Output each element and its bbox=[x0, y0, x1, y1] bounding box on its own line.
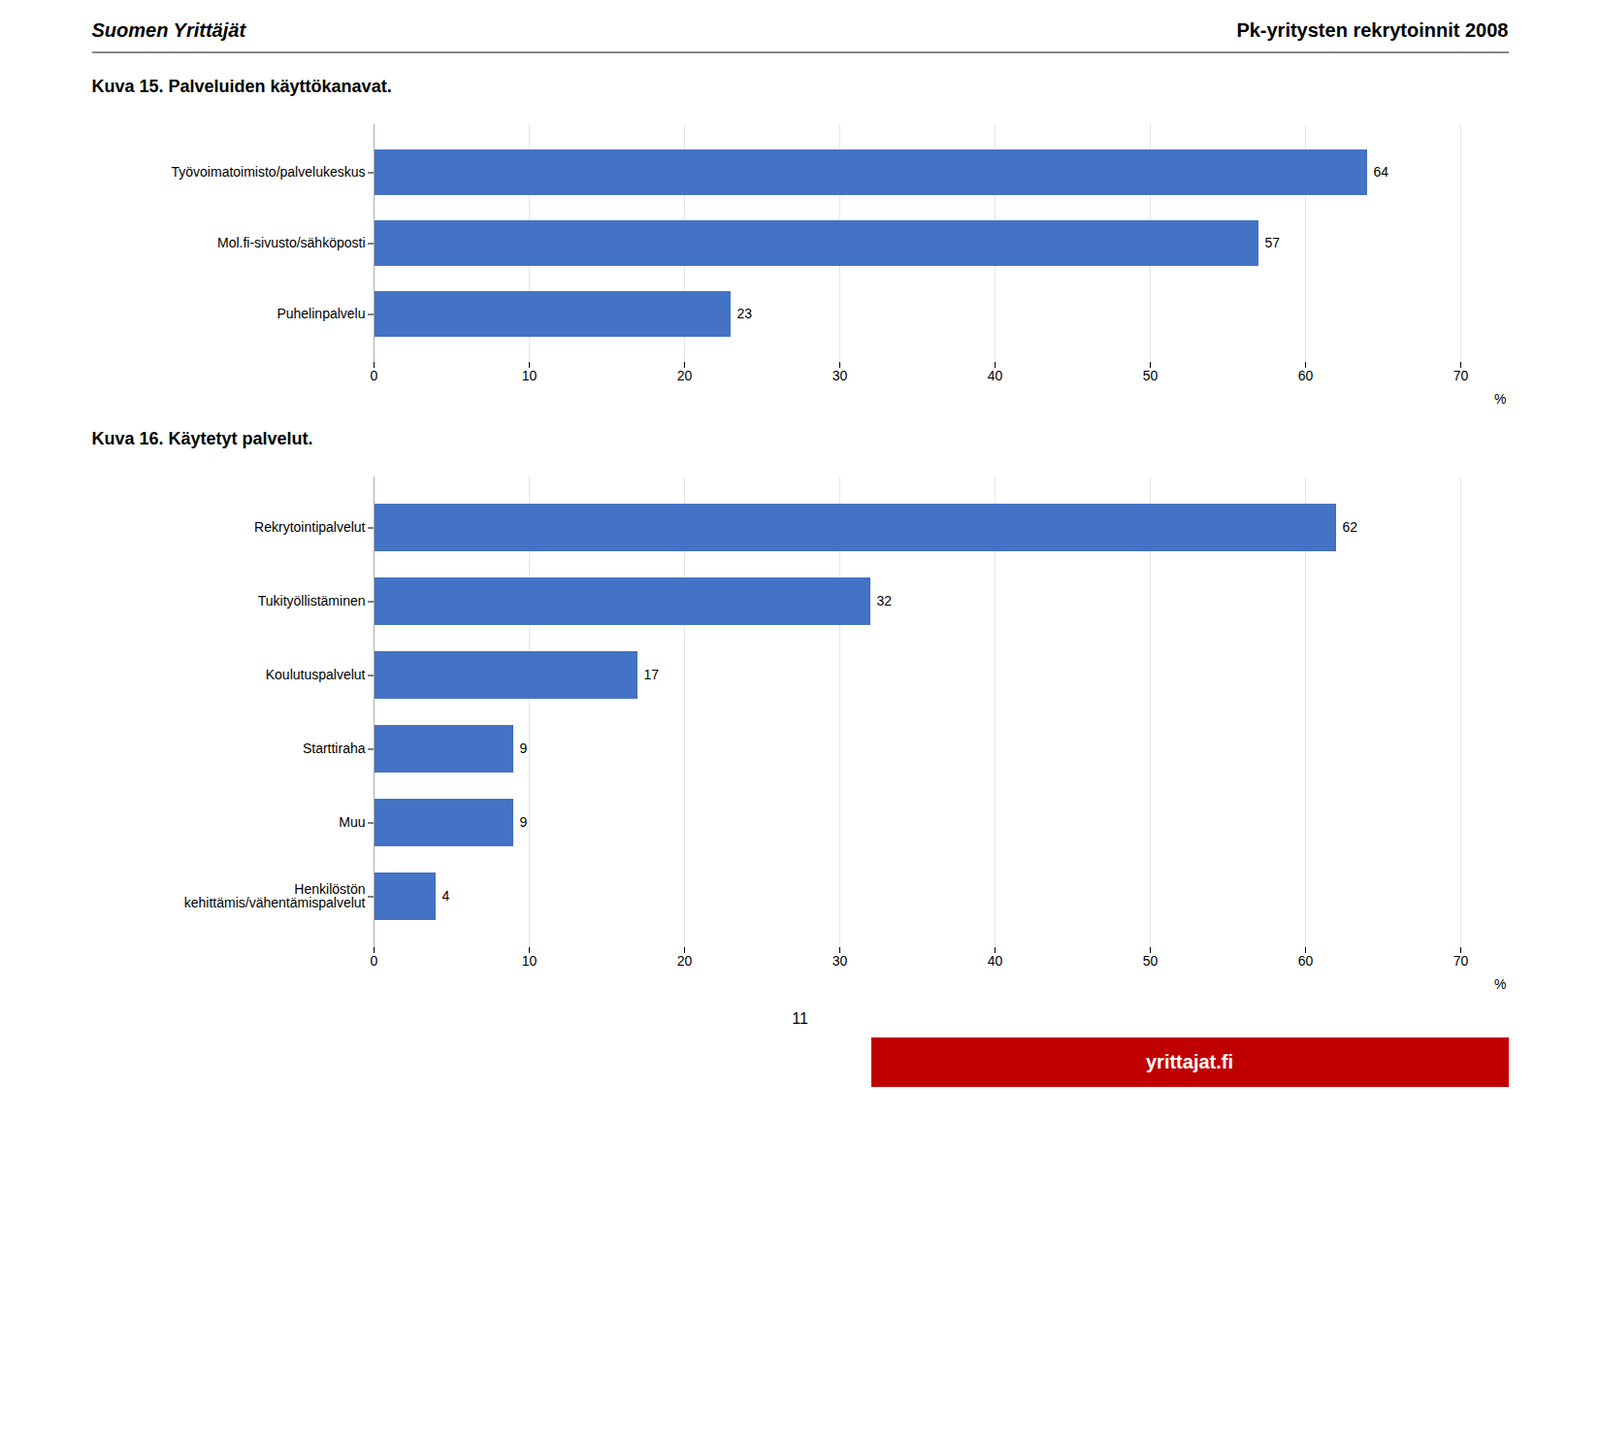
svg-text:%: % bbox=[1494, 976, 1506, 992]
html-text:11: 11 bbox=[791, 1010, 809, 1027]
svg-text:50: 50 bbox=[1142, 952, 1158, 969]
svg-text:20: 20 bbox=[676, 367, 692, 384]
svg-text:40: 40 bbox=[986, 367, 1003, 384]
html-text:Kuva 16. Käytetyt palvelut.: Kuva 16. Käytetyt palvelut. bbox=[91, 428, 314, 449]
svg-text:Henkilöstönkehittämis/vähentäm: Henkilöstönkehittämis/vähentämispalvelut bbox=[183, 881, 365, 911]
svg-text:40: 40 bbox=[986, 952, 1003, 969]
svg-text:57: 57 bbox=[1264, 234, 1280, 251]
svg-text:Puhelinpalvelu: Puhelinpalvelu bbox=[276, 305, 365, 322]
svg-text:Muu: Muu bbox=[338, 814, 365, 830]
svg-text:23: 23 bbox=[736, 305, 752, 322]
svg-text:32: 32 bbox=[876, 592, 892, 609]
svg-text:Työvoimatoimisto/palvelukeskus: Työvoimatoimisto/palvelukeskus bbox=[170, 163, 365, 180]
html-text:Pk-yritysten rekrytoinnit 2008: Pk-yritysten rekrytoinnit 2008 bbox=[1236, 19, 1509, 41]
svg-text:Starttiraha: Starttiraha bbox=[301, 740, 365, 756]
svg-text:70: 70 bbox=[1452, 952, 1469, 969]
svg-text:64: 64 bbox=[1372, 163, 1389, 180]
svg-text:0: 0 bbox=[369, 367, 378, 384]
svg-text:Tukityöllistäminen: Tukityöllistäminen bbox=[257, 592, 365, 609]
svg-text:4: 4 bbox=[441, 887, 450, 904]
svg-text:10: 10 bbox=[521, 952, 537, 969]
html-text:Suomen Yrittäjät: Suomen Yrittäjät bbox=[91, 19, 246, 41]
svg-text:70: 70 bbox=[1452, 367, 1469, 384]
svg-text:62: 62 bbox=[1341, 519, 1358, 535]
svg-text:Rekrytointipalvelut: Rekrytointipalvelut bbox=[254, 519, 365, 535]
svg-text:Koulutuspalvelut: Koulutuspalvelut bbox=[264, 666, 365, 683]
html-text:Kuva 15. Palveluiden käyttökan: Kuva 15. Palveluiden käyttökanavat. bbox=[91, 76, 392, 97]
html-text:yrittajat.fi: yrittajat.fi bbox=[1145, 1050, 1234, 1073]
svg-text:50: 50 bbox=[1142, 367, 1158, 384]
svg-text:30: 30 bbox=[831, 952, 848, 969]
svg-text:Mol.fi-sivusto/sähköposti: Mol.fi-sivusto/sähköposti bbox=[216, 234, 365, 251]
svg-text:20: 20 bbox=[676, 952, 692, 969]
svg-text:60: 60 bbox=[1297, 952, 1313, 969]
svg-text:17: 17 bbox=[643, 666, 659, 683]
svg-text:9: 9 bbox=[519, 814, 527, 830]
svg-text:10: 10 bbox=[521, 367, 537, 384]
svg-text:60: 60 bbox=[1297, 367, 1313, 384]
svg-text:%: % bbox=[1494, 391, 1506, 407]
svg-text:30: 30 bbox=[831, 367, 848, 384]
svg-text:0: 0 bbox=[369, 952, 378, 969]
svg-text:9: 9 bbox=[519, 740, 527, 756]
